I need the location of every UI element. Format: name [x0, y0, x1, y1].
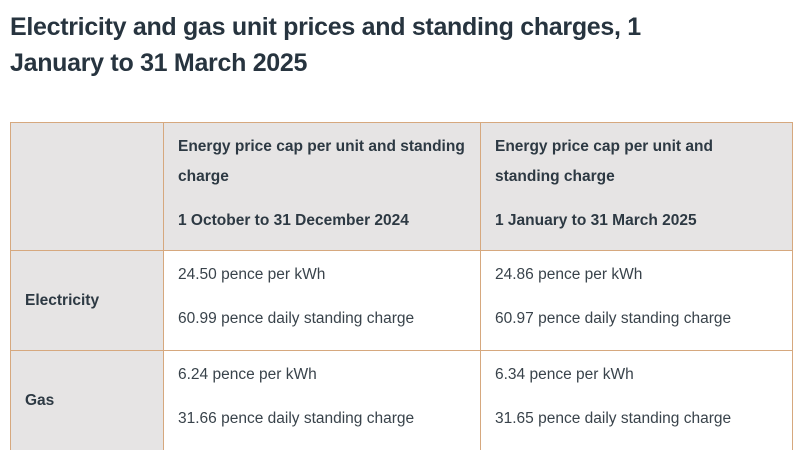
- unit-price: 24.50 pence per kWh: [178, 266, 326, 283]
- standing-charge: 31.66 pence daily standing charge: [178, 410, 415, 427]
- column-header-period: 1 January to 31 March 2025: [495, 212, 697, 229]
- price-cell-gas-oct-dec-2024: 6.24 pence per kWh 31.66 pence daily sta…: [163, 350, 481, 450]
- column-header-oct-dec-2024: Energy price cap per unit and standing c…: [163, 122, 481, 251]
- row-label-gas: Gas: [10, 350, 164, 450]
- standing-charge: 31.65 pence daily standing charge: [495, 410, 732, 427]
- price-cell-gas-jan-mar-2025: 6.34 pence per kWh 31.65 pence daily sta…: [480, 350, 793, 450]
- table-row-electricity: Electricity 24.50 pence per kWh 60.99 pe…: [10, 250, 793, 351]
- standing-charge: 60.97 pence daily standing charge: [495, 310, 732, 327]
- corner-cell: [10, 122, 164, 251]
- column-header-name: Energy price cap per unit and standing c…: [178, 138, 465, 185]
- price-cell-electricity-oct-dec-2024: 24.50 pence per kWh 60.99 pence daily st…: [163, 250, 481, 351]
- page-title-line-2: January to 31 March 2025: [10, 49, 308, 77]
- unit-price: 24.86 pence per kWh: [495, 266, 643, 283]
- column-header-period: 1 October to 31 December 2024: [178, 212, 409, 229]
- column-header-name: Energy price cap per unit and standing c…: [495, 138, 713, 185]
- unit-price: 6.34 pence per kWh: [495, 366, 634, 383]
- column-header-jan-mar-2025: Energy price cap per unit and standing c…: [480, 122, 793, 251]
- header-row: Energy price cap per unit and standing c…: [10, 122, 793, 251]
- price-cell-electricity-jan-mar-2025: 24.86 pence per kWh 60.97 pence daily st…: [480, 250, 793, 351]
- standing-charge: 60.99 pence daily standing charge: [178, 310, 415, 327]
- table-row-gas: Gas 6.24 pence per kWh 31.66 pence daily…: [10, 350, 793, 450]
- row-label-electricity: Electricity: [10, 250, 164, 351]
- unit-price: 6.24 pence per kWh: [178, 366, 317, 383]
- price-cap-table: Energy price cap per unit and standing c…: [10, 122, 793, 450]
- page-title: Electricity and gas unit prices and stan…: [10, 9, 790, 81]
- page-title-line-1: Electricity and gas unit prices and stan…: [10, 13, 641, 41]
